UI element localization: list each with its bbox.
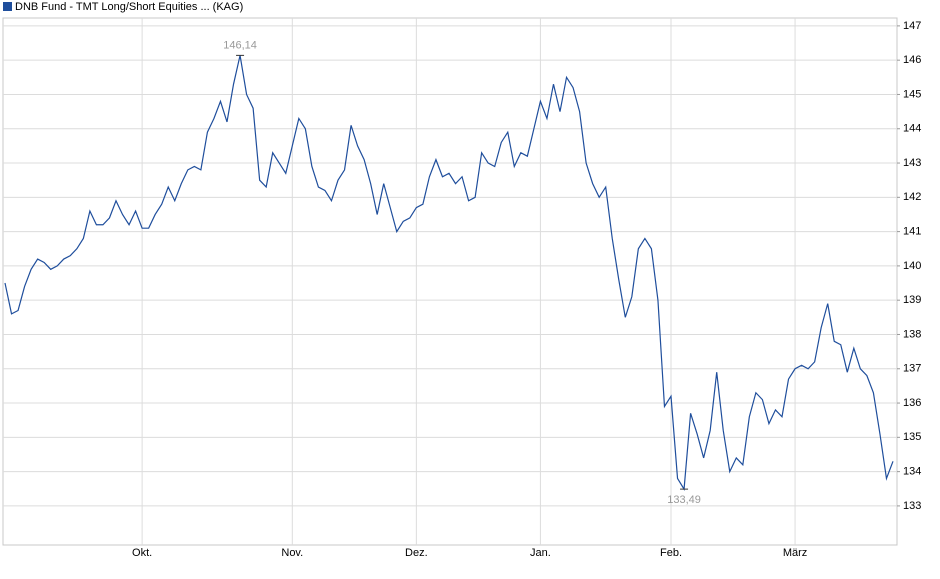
y-tick-label: 135 [903,431,921,443]
legend-label: DNB Fund - TMT Long/Short Equities ... (… [15,1,243,13]
y-tick-label: 139 [903,294,921,306]
x-tick-label: März [783,547,807,559]
annotation: 133,49 [667,494,701,506]
x-tick-label: Dez. [405,547,428,559]
series-line [4,55,894,491]
y-tick-label: 137 [903,363,921,375]
y-tick-label: 144 [903,123,921,135]
y-tick-label: 138 [903,328,921,340]
annotation: 146,14 [223,39,257,51]
y-tick-label: 136 [903,397,921,409]
y-tick-label: 142 [903,191,921,203]
x-tick-label: Jan. [530,547,551,559]
x-tick-label: Nov. [281,547,303,559]
y-tick-label: 140 [903,260,921,272]
y-tick-label: 145 [903,88,921,100]
x-tick-label: Okt. [132,547,152,559]
y-tick-label: 141 [903,226,921,238]
plot-area [2,17,898,546]
legend-swatch [3,2,12,11]
x-tick-label: Feb. [660,547,682,559]
y-tick-label: 134 [903,466,921,478]
y-tick-label: 143 [903,157,921,169]
y-tick-label: 133 [903,500,921,512]
y-tick-label: 147 [903,20,921,32]
y-tick-label: 146 [903,54,921,66]
